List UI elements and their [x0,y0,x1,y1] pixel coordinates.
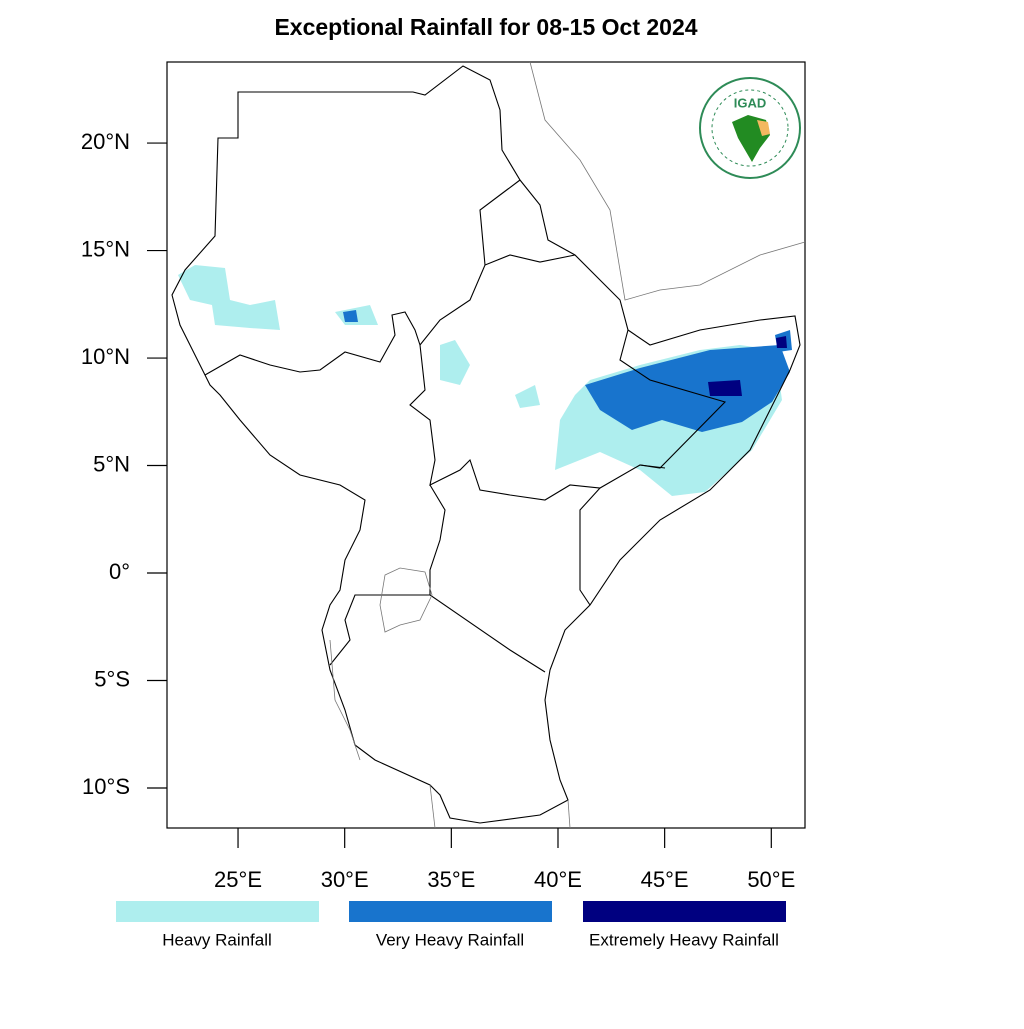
border [329,594,430,666]
y-tick-label: 10°N [81,344,130,369]
title: Exceptional Rainfall for 08-15 Oct 2024 [274,14,697,40]
axes: 20°N 15°N 10°N 5°N 0° 5°S 10°S 25°E 30°E 35°E 40°E… [81,129,795,892]
legend-swatch [583,901,786,922]
border [579,487,601,606]
rainfall-patch [776,336,787,348]
x-tick-label: 35°E [427,867,475,892]
legend: Heavy Rainfall Very Heavy Rainfall Extreme… [116,901,786,949]
rainfall-patch [585,345,790,432]
rainfall-patch [440,340,470,385]
coast-line [529,61,806,301]
lake [379,567,433,633]
border [479,179,521,266]
border [639,464,666,469]
rainfall-patch [178,265,280,330]
x-tick-label: 30°E [321,867,369,892]
y-tick-label: 15°N [81,236,130,261]
border [409,329,727,501]
legend-label: Heavy Rainfall [162,930,272,949]
x-tick-label: 25°E [214,867,262,892]
border [204,254,576,376]
x-tick-label: 50°E [747,867,795,892]
logo-text: IGAD [734,95,767,110]
rainfall-layer [178,265,792,496]
legend-swatch [349,901,552,922]
igad-logo: IGAD [699,77,801,179]
lake [329,639,361,761]
rainfall-patch [343,310,358,322]
rainfall-patch [708,380,742,396]
legend-swatch [116,901,319,922]
legend-label: Extremely Heavy Rainfall [589,930,779,949]
y-tick-label: 5°N [93,451,130,476]
x-tick-label: 45°E [641,867,689,892]
coast-line [429,784,436,829]
coastline [171,65,801,824]
legend-label: Very Heavy Rainfall [376,930,524,949]
y-tick-label: 5°S [94,666,130,691]
logo-wreath [711,89,789,167]
border [429,484,546,673]
y-tick-label: 20°N [81,129,130,154]
logo-region [757,120,770,136]
y-tick-label: 10°S [82,774,130,799]
x-tick-label: 40°E [534,867,582,892]
y-tick-label: 0° [109,559,130,584]
boundaries [171,61,806,829]
rainfall-patch [515,385,540,408]
coast-line [567,799,571,829]
